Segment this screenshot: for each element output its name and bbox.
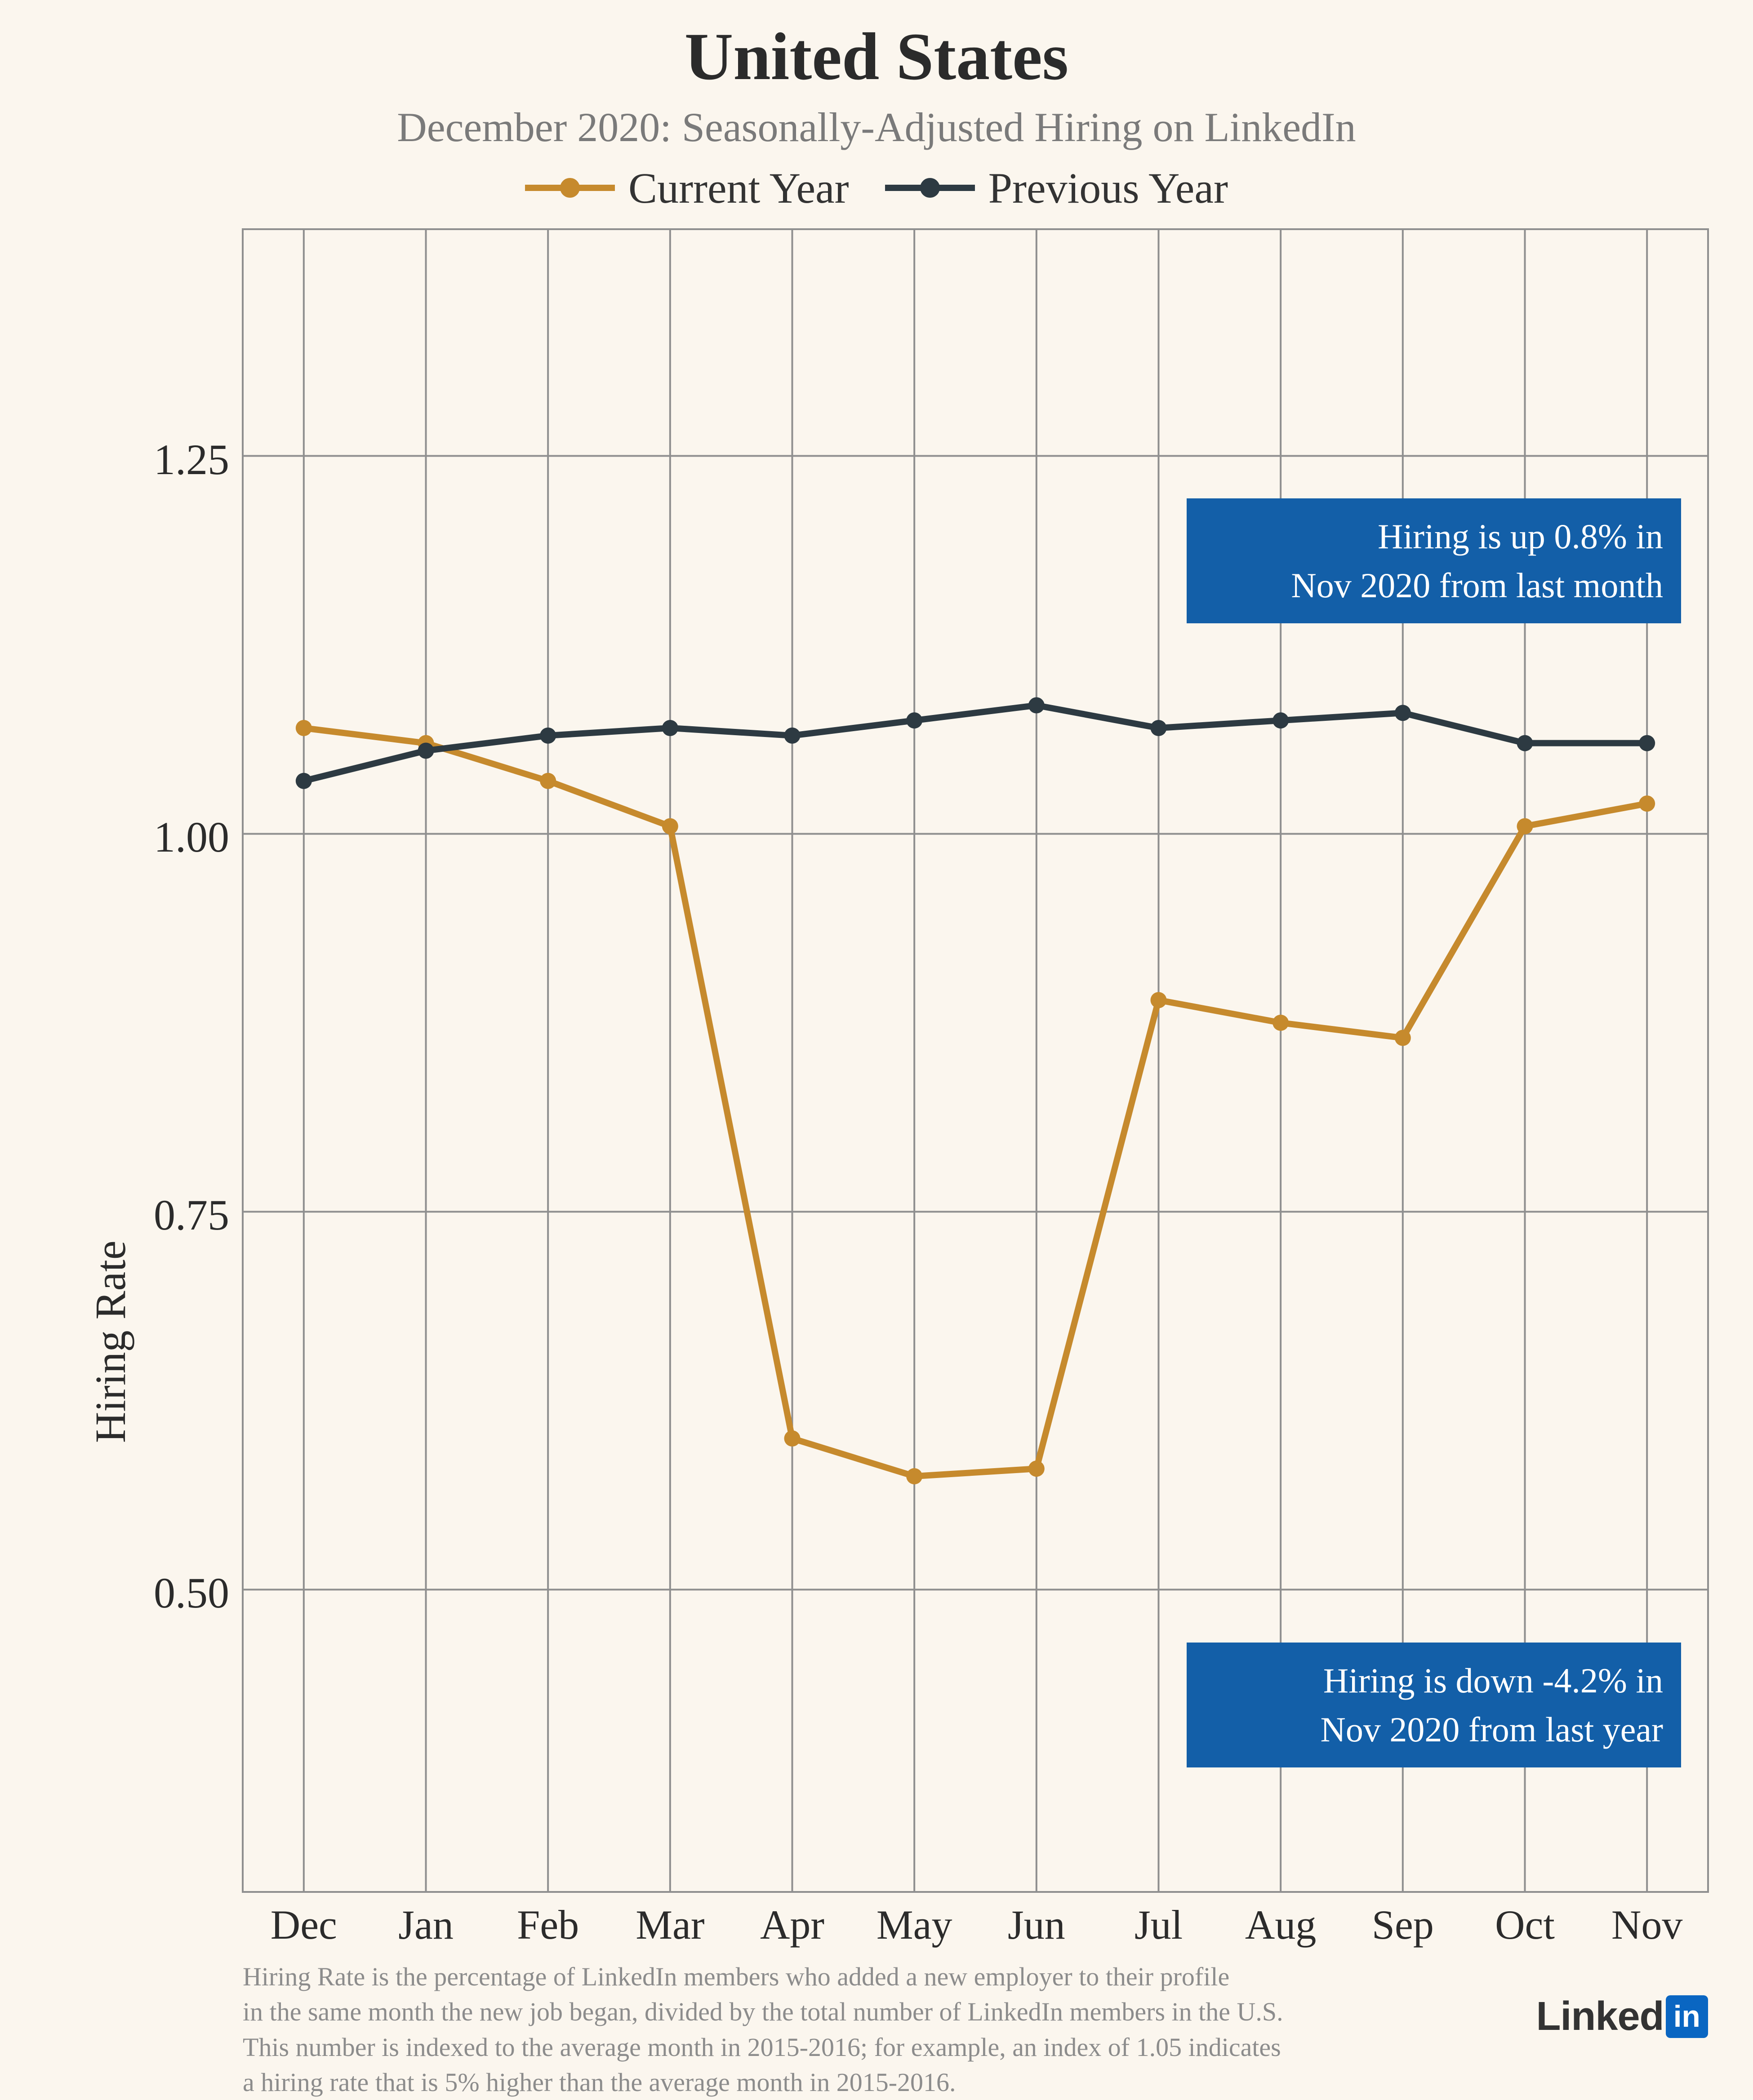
y-tick-label: 0.75 — [154, 1190, 229, 1240]
footnote-line: in the same month the new job began, div… — [243, 1994, 1283, 2029]
callout-top-line2: Nov 2020 from last month — [1205, 561, 1663, 610]
legend-item: Previous Year — [885, 163, 1228, 213]
footnote: Hiring Rate is the percentage of LinkedI… — [243, 1959, 1283, 2100]
y-axis-label: Hiring Rate — [85, 1240, 135, 1443]
x-tick-label: Oct — [1495, 1901, 1555, 1949]
y-tick-label: 1.00 — [154, 812, 229, 862]
previous-year-marker — [1272, 712, 1289, 728]
x-tick-label: Jul — [1135, 1901, 1183, 1949]
previous-year-marker — [1517, 735, 1533, 751]
legend-label: Current Year — [628, 163, 849, 213]
current-year-marker — [1028, 1461, 1045, 1477]
footnote-line: a hiring rate that is 5% higher than the… — [243, 2065, 1283, 2100]
chart-title: United States — [0, 18, 1753, 95]
previous-year-marker — [784, 728, 801, 744]
current-year-marker — [540, 773, 556, 789]
current-year-marker — [784, 1430, 801, 1447]
x-tick-label: May — [876, 1901, 952, 1949]
previous-year-marker — [418, 742, 434, 759]
callout-top-line1: Hiring is up 0.8% in — [1205, 512, 1663, 561]
footnote-line: This number is indexed to the average mo… — [243, 2030, 1283, 2065]
previous-year-marker — [1151, 720, 1167, 736]
legend-swatch — [885, 174, 975, 201]
legend-item: Current Year — [525, 163, 849, 213]
callout-bottom-line2: Nov 2020 from last year — [1205, 1705, 1663, 1754]
chart-subtitle: December 2020: Seasonally-Adjusted Hirin… — [0, 103, 1753, 151]
current-year-marker — [1639, 795, 1655, 812]
legend-swatch — [525, 174, 615, 201]
y-tick-label: 1.25 — [154, 435, 229, 484]
x-tick-label: Dec — [271, 1901, 337, 1949]
previous-year-marker — [662, 720, 678, 736]
previous-year-marker — [296, 773, 312, 789]
legend: Current Year Previous Year — [0, 162, 1753, 213]
current-year-line — [304, 728, 1647, 1476]
previous-year-marker — [1395, 705, 1411, 721]
callout-bottom: Hiring is down -4.2% in Nov 2020 from la… — [1187, 1643, 1681, 1767]
previous-year-marker — [540, 728, 556, 744]
previous-year-marker — [906, 712, 922, 728]
legend-label: Previous Year — [988, 163, 1228, 213]
x-tick-label: Jan — [398, 1901, 454, 1949]
x-tick-label: Apr — [760, 1901, 824, 1949]
callout-top: Hiring is up 0.8% in Nov 2020 from last … — [1187, 498, 1681, 623]
x-tick-label: Jun — [1008, 1901, 1065, 1949]
callout-bottom-line1: Hiring is down -4.2% in — [1205, 1656, 1663, 1705]
current-year-marker — [296, 720, 312, 736]
previous-year-marker — [1639, 735, 1655, 751]
current-year-marker — [1272, 1015, 1289, 1031]
current-year-marker — [662, 818, 678, 835]
linkedin-logo: Linked in — [1536, 1993, 1708, 2040]
previous-year-marker — [1028, 697, 1045, 714]
x-tick-label: Nov — [1611, 1901, 1682, 1949]
current-year-marker — [906, 1468, 922, 1484]
current-year-marker — [1151, 992, 1167, 1008]
x-tick-label: Aug — [1245, 1901, 1316, 1949]
page: United States December 2020: Seasonally-… — [0, 0, 1753, 2067]
x-tick-label: Mar — [636, 1901, 704, 1949]
current-year-marker — [1395, 1030, 1411, 1046]
footnote-line: Hiring Rate is the percentage of LinkedI… — [243, 1959, 1283, 1994]
x-tick-label: Sep — [1372, 1901, 1434, 1949]
current-year-marker — [1517, 818, 1533, 835]
linkedin-logo-icon: in — [1666, 1995, 1709, 2038]
y-tick-label: 0.50 — [154, 1568, 229, 1618]
linkedin-logo-text: Linked — [1536, 1993, 1664, 2040]
x-tick-label: Feb — [517, 1901, 579, 1949]
